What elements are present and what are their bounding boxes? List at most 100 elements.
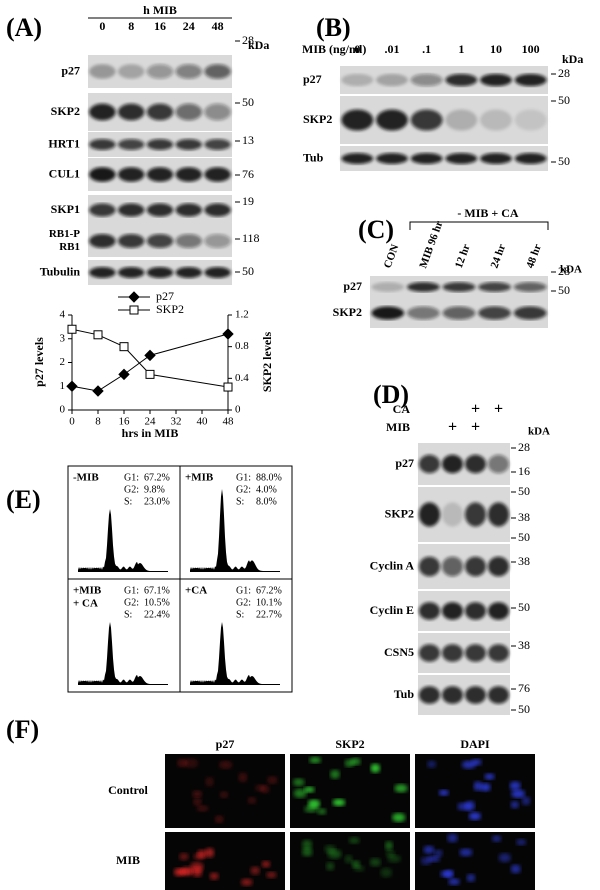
marker-label: 28 [242, 33, 254, 47]
cell-nucleus [392, 812, 406, 822]
blot-band [89, 64, 116, 79]
blot-band [204, 64, 231, 79]
cell-nucleus [301, 847, 313, 857]
blot-band [407, 306, 440, 320]
stat-name: G2: [124, 484, 139, 495]
treatment-label: MIB (ng/ml) [302, 42, 366, 56]
blot-band [204, 233, 231, 249]
lane-label: 48 hr [524, 242, 544, 269]
cell-nucleus [304, 786, 315, 793]
cell-nucleus [247, 797, 257, 804]
marker-label: 19 [242, 194, 254, 208]
blot-band [117, 103, 145, 121]
row-label: Cyclin E [370, 603, 414, 617]
cell-nucleus [370, 763, 381, 773]
blot-band [445, 153, 478, 164]
cell-nucleus [192, 797, 202, 806]
stat-value: 10.5% [144, 597, 170, 608]
cell-nucleus [196, 805, 209, 812]
unit-label: kDA [560, 264, 582, 276]
x-tick-label: 16 [119, 416, 131, 428]
cell-nucleus [177, 758, 188, 768]
blot-band [478, 282, 511, 292]
row-label: Tubulin [40, 264, 81, 278]
row-label: p27 [61, 63, 80, 77]
cell-nucleus [471, 758, 482, 766]
cell-nucleus [457, 802, 471, 811]
point [144, 349, 156, 362]
marker-label: 50 [518, 702, 530, 716]
lane-label: 1 [458, 42, 464, 56]
blot-band [175, 139, 203, 150]
marker-label: 76 [518, 681, 530, 695]
row-label: SKP2 [333, 305, 362, 319]
cell-nucleus [330, 769, 340, 779]
lane-label: CON [382, 243, 402, 270]
cell-nucleus [510, 801, 519, 809]
row-label: SKP2 [385, 506, 414, 520]
blot-band [146, 139, 174, 150]
blot-band [441, 454, 464, 474]
header: h MIB [143, 3, 177, 17]
row-label: p27 [303, 72, 322, 86]
legend-marker [128, 291, 140, 303]
row-label: HRT1 [48, 136, 80, 150]
stat-value: 10.1% [256, 597, 282, 608]
point [92, 385, 104, 397]
blot-band [89, 167, 116, 182]
blot-band [441, 644, 464, 662]
row-label: p27 [395, 456, 414, 470]
cell-nucleus [181, 866, 193, 877]
cell-nucleus [317, 808, 327, 815]
lane-label: .01 [385, 42, 400, 56]
blot-band [117, 203, 145, 217]
stat-value: 23.0% [144, 496, 170, 507]
blot-band [418, 602, 441, 620]
blot-band [513, 306, 547, 320]
stat-value: 67.2% [256, 585, 282, 596]
marker-label: 118 [242, 231, 260, 245]
point [145, 369, 155, 379]
blot-band [117, 167, 145, 182]
blot-band [146, 103, 174, 121]
cell-nucleus [466, 873, 476, 882]
y2-axis-label: SKP2 levels [260, 332, 274, 393]
blot-band [445, 109, 478, 131]
cell-label: +MIB [73, 585, 102, 597]
marker-label: 50 [518, 600, 530, 614]
blot-band [204, 267, 231, 278]
cell-nucleus [420, 856, 432, 865]
cell-label: +MIB [185, 472, 214, 484]
blot-band [478, 306, 511, 320]
y2-tick-label: 1.2 [235, 309, 249, 321]
marker-label: 76 [242, 167, 254, 181]
y-tick-label: 1 [60, 380, 66, 392]
x-tick-label: 48 [223, 416, 235, 428]
blot-band [487, 502, 510, 527]
stat-value: 67.1% [144, 585, 170, 596]
cell-nucleus [344, 759, 355, 768]
cell-nucleus [511, 789, 526, 799]
row-label: p27 [343, 279, 362, 293]
point [119, 342, 129, 352]
blot-band [418, 556, 441, 577]
cell-nucleus [250, 866, 261, 875]
blot-band [146, 203, 174, 217]
blot-band [175, 64, 203, 79]
point [223, 382, 233, 392]
blot-band [204, 139, 231, 150]
blot-band [513, 282, 547, 292]
x-tick-label: 0 [69, 416, 75, 428]
condition-sign: + [448, 419, 457, 436]
blot-band [480, 109, 512, 131]
cell-nucleus [384, 841, 393, 851]
cell-nucleus [510, 864, 521, 874]
blot-band [410, 109, 443, 131]
panel-letter: (D) [373, 380, 409, 409]
column-label: SKP2 [335, 737, 364, 751]
lane-label: 0 [354, 42, 360, 56]
cell-nucleus [184, 758, 199, 769]
cell-nucleus [240, 878, 253, 886]
point [66, 380, 78, 392]
